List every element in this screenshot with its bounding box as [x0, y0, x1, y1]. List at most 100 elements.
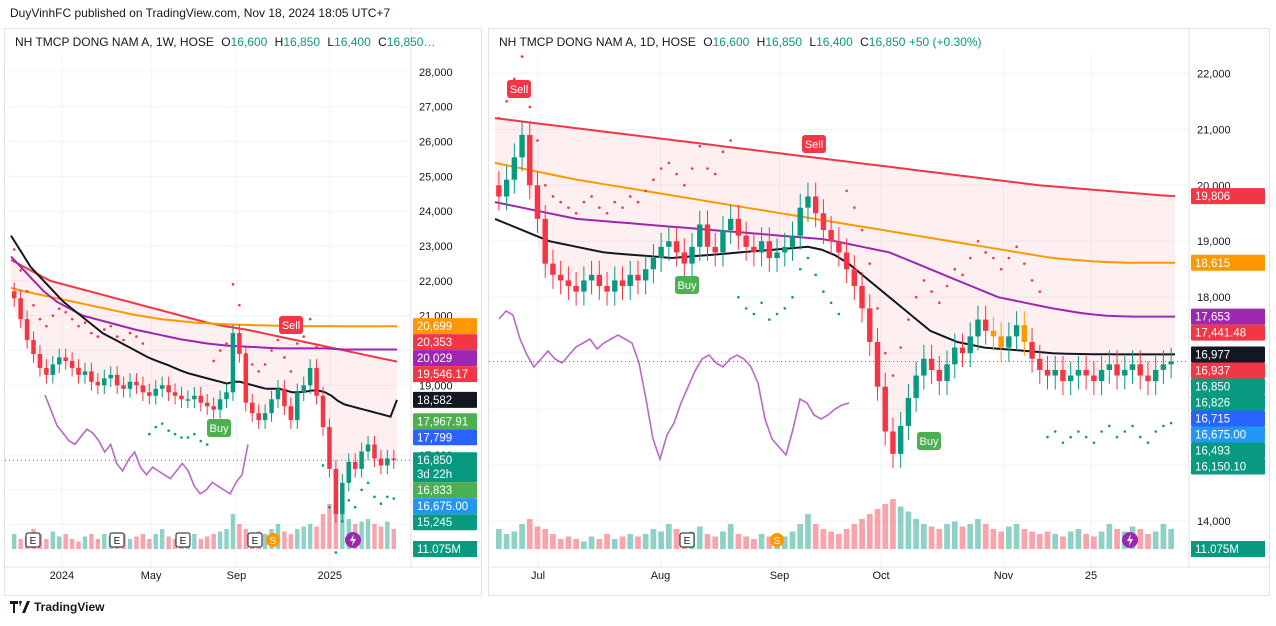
psar-dot — [386, 495, 389, 499]
psar-dot — [154, 425, 158, 429]
psar-dot — [984, 251, 987, 254]
volume-bar — [57, 536, 62, 549]
ema-orange-line — [494, 161, 1175, 264]
candle-body — [782, 246, 788, 253]
psar-dot — [328, 505, 331, 509]
volume-bar — [82, 536, 88, 549]
psar-dot — [25, 289, 29, 293]
volume-bar — [1137, 529, 1144, 549]
candle-body — [121, 385, 126, 389]
y-tick-label: 23,000 — [419, 241, 453, 253]
candle-body — [751, 246, 757, 253]
volume-bar — [519, 524, 525, 549]
volume-bar — [1098, 531, 1105, 549]
candle-body — [882, 386, 888, 432]
psar-dot — [914, 295, 918, 299]
psar-dot — [853, 206, 856, 209]
candle-body — [327, 427, 332, 469]
volume-bar — [735, 534, 742, 549]
buy-signal-label: Buy — [207, 419, 231, 437]
candle-body — [333, 468, 339, 515]
x-tick-label: Aug — [651, 570, 671, 582]
psar-dot — [667, 161, 671, 165]
candle-body — [102, 378, 107, 386]
signal-badge — [507, 80, 531, 98]
psar-dot — [752, 312, 756, 316]
psar-dot — [1046, 435, 1049, 439]
candle-body — [1160, 364, 1167, 370]
daily-low-label: L — [809, 35, 817, 49]
earnings-event-icon: E — [175, 532, 191, 548]
volume-bar — [820, 529, 827, 549]
volume-label-text: 11.075M — [1195, 544, 1239, 556]
psar-dot — [263, 363, 267, 366]
daily-chart-legend: NH TMCP DONG NAM A, 1D, HOSE O16,600 H16… — [499, 35, 982, 49]
psar-dot — [353, 505, 357, 509]
volume-bar — [262, 534, 268, 549]
psar-dot — [628, 195, 632, 198]
candle-body — [975, 319, 981, 337]
candle-body — [179, 395, 184, 400]
candle-body — [256, 413, 261, 421]
price-axis-label: 17,799 — [413, 429, 477, 446]
weekly-close-label: C — [378, 35, 387, 49]
candle-body — [588, 274, 595, 281]
psar-dot — [308, 317, 312, 321]
volume-bar — [882, 504, 889, 549]
price-label-text: 16,977 — [1195, 349, 1230, 361]
weekly-open-label: O — [221, 35, 231, 49]
volume-bar — [12, 534, 17, 549]
candle-body — [262, 413, 268, 421]
psar-dot — [590, 195, 593, 198]
candle-body — [1013, 325, 1020, 337]
daily-chart-canvas[interactable]: 14,00015,00016,00017,00018,00019,00020,0… — [489, 29, 1269, 595]
price-axis-label: 19,546.17 — [413, 366, 477, 383]
candle-body — [921, 358, 927, 376]
psar-dot — [1007, 256, 1011, 260]
price-axis-label: 16,850 — [1191, 378, 1265, 395]
candle-body — [1098, 369, 1105, 382]
candle-body — [967, 336, 973, 354]
candle-body — [224, 392, 229, 400]
volume-bar — [378, 526, 384, 549]
volume-bar — [635, 536, 641, 549]
candle-body — [1106, 364, 1113, 370]
event-text: S — [774, 536, 781, 547]
candle-body — [952, 347, 958, 365]
daily-open-value: 16,600 — [712, 35, 750, 49]
volume-bar — [288, 534, 294, 549]
psar-dot — [868, 262, 872, 265]
daily-chart-pane[interactable]: 14,00015,00016,00017,00018,00019,00020,0… — [488, 28, 1270, 596]
ema-purple-line — [494, 201, 1175, 318]
price-label-bg — [1191, 410, 1265, 427]
psar-dot — [238, 303, 241, 307]
y-tick-label: 19,000 — [419, 380, 453, 392]
psar-dot — [1169, 421, 1173, 425]
weekly-low-label: L — [327, 35, 335, 49]
weekly-high-value: 16,850 — [283, 35, 321, 49]
ema-red-line — [494, 117, 1176, 198]
lightning-icon-glyph — [1127, 534, 1133, 546]
candle-body — [982, 319, 989, 331]
candle-body — [928, 358, 935, 370]
volume-bar — [604, 534, 610, 549]
x-tick-label: Nov — [994, 570, 1014, 582]
price-label-bg — [413, 334, 477, 351]
candle-body — [1037, 358, 1043, 370]
weekly-chart-canvas[interactable]: 15,00016,00017,00019,00020,00021,00022,0… — [5, 29, 481, 595]
volume-bar — [1075, 529, 1082, 549]
price-label-text: 16,493 — [1195, 445, 1230, 457]
candle-body — [859, 286, 865, 309]
earnings-event-icon: E — [25, 532, 41, 548]
psar-dot — [652, 178, 655, 181]
weekly-chart-pane[interactable]: 15,00016,00017,00019,00020,00021,00022,0… — [4, 28, 482, 596]
publish-header: DuyVinhFC published on TradingView.com, … — [10, 6, 391, 20]
volume-bar — [69, 539, 75, 549]
candle-body — [1114, 364, 1120, 376]
candle-body — [346, 461, 352, 483]
signal-text: Buy — [210, 423, 229, 435]
footer-brand[interactable]: TradingView — [10, 600, 104, 614]
psar-dot — [1061, 441, 1065, 444]
price-label-text: 17,441.48 — [1195, 328, 1246, 340]
dividend-event-icon: S — [770, 533, 784, 547]
